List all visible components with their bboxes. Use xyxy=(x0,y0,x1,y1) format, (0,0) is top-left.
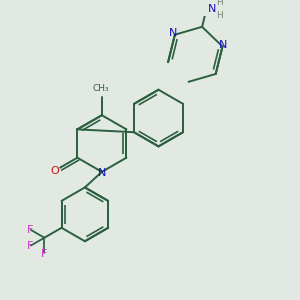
Text: CH₃: CH₃ xyxy=(92,84,109,93)
Text: F: F xyxy=(41,249,48,259)
Text: N: N xyxy=(169,28,178,38)
Text: N: N xyxy=(219,40,227,50)
Text: H: H xyxy=(216,11,223,20)
Text: F: F xyxy=(27,225,34,235)
Text: O: O xyxy=(50,166,59,176)
Text: H: H xyxy=(216,0,223,7)
Text: N: N xyxy=(98,168,106,178)
Text: N: N xyxy=(208,4,216,14)
Text: F: F xyxy=(27,241,34,251)
